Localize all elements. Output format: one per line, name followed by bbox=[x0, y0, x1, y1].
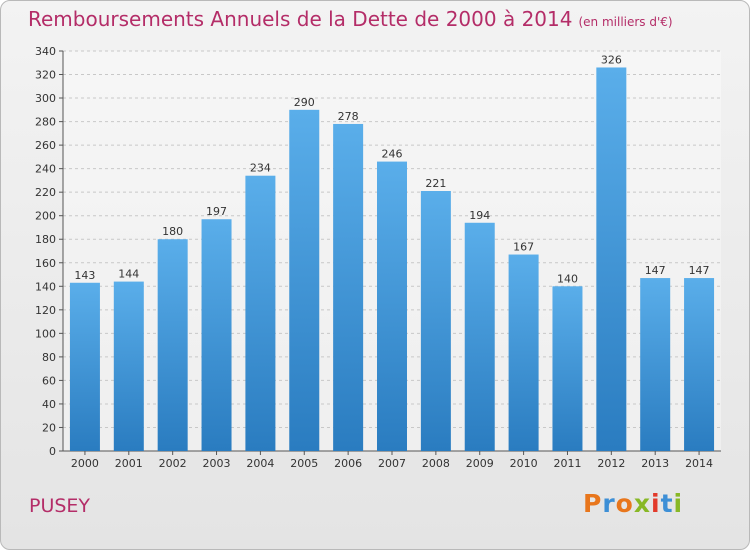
bar-value-label: 147 bbox=[645, 264, 666, 277]
x-tick-label: 2007 bbox=[378, 457, 406, 470]
bar-value-label: 290 bbox=[294, 96, 315, 109]
x-tick-label: 2003 bbox=[203, 457, 231, 470]
bar-value-label: 234 bbox=[250, 162, 271, 175]
logo-letter: r bbox=[602, 489, 616, 518]
bar-value-label: 326 bbox=[601, 53, 622, 66]
x-tick-label: 2010 bbox=[510, 457, 538, 470]
logo-letter: o bbox=[615, 489, 634, 518]
bar bbox=[552, 286, 583, 451]
logo-letter: P bbox=[583, 489, 603, 518]
bar bbox=[113, 281, 144, 451]
y-tick-label: 40 bbox=[42, 398, 56, 411]
bar bbox=[157, 239, 188, 451]
y-tick-label: 180 bbox=[35, 233, 56, 246]
y-tick-label: 220 bbox=[35, 186, 56, 199]
y-tick-label: 280 bbox=[35, 116, 56, 129]
x-tick-label: 2012 bbox=[597, 457, 625, 470]
chart-title: Remboursements Annuels de la Dette de 20… bbox=[28, 7, 673, 31]
y-tick-label: 120 bbox=[35, 304, 56, 317]
bar bbox=[464, 222, 495, 451]
bar-value-label: 147 bbox=[689, 264, 710, 277]
bar bbox=[377, 161, 407, 451]
bar-value-label: 144 bbox=[118, 268, 139, 281]
x-tick-label: 2001 bbox=[115, 457, 143, 470]
y-tick-label: 160 bbox=[35, 257, 56, 270]
x-tick-label: 2008 bbox=[422, 457, 450, 470]
bar bbox=[289, 109, 320, 451]
bar bbox=[245, 175, 276, 452]
logo-letter: i bbox=[651, 489, 661, 518]
bar-value-label: 221 bbox=[425, 177, 446, 190]
y-tick-label: 300 bbox=[35, 92, 56, 105]
bar-value-label: 194 bbox=[469, 209, 490, 222]
bar bbox=[69, 282, 100, 451]
bar-value-label: 278 bbox=[338, 110, 359, 123]
city-name: PUSEY bbox=[29, 495, 91, 517]
bar bbox=[684, 278, 715, 451]
bar bbox=[596, 67, 627, 452]
chart-title-text: Remboursements Annuels de la Dette de 20… bbox=[28, 7, 573, 31]
bar bbox=[508, 254, 539, 451]
logo-letter: x bbox=[633, 489, 651, 518]
y-tick-label: 320 bbox=[35, 69, 56, 82]
x-tick-label: 2004 bbox=[246, 457, 274, 470]
y-tick-label: 340 bbox=[35, 45, 56, 58]
y-tick-label: 140 bbox=[35, 280, 56, 293]
bar bbox=[640, 278, 671, 451]
bar bbox=[420, 191, 451, 451]
bar bbox=[333, 123, 364, 452]
y-tick-label: 200 bbox=[35, 210, 56, 223]
y-tick-label: 0 bbox=[49, 445, 56, 458]
x-tick-label: 2005 bbox=[290, 457, 318, 470]
x-tick-label: 2013 bbox=[641, 457, 669, 470]
x-tick-label: 2014 bbox=[685, 457, 713, 470]
y-tick-label: 260 bbox=[35, 139, 56, 152]
y-tick-label: 100 bbox=[35, 327, 56, 340]
bar-value-label: 140 bbox=[557, 272, 578, 285]
x-tick-label: 2000 bbox=[71, 457, 99, 470]
proxiti-logo: Proxiti bbox=[583, 489, 683, 518]
bar-value-label: 143 bbox=[74, 269, 95, 282]
x-tick-label: 2006 bbox=[334, 457, 362, 470]
x-tick-label: 2009 bbox=[466, 457, 494, 470]
bar-value-label: 167 bbox=[513, 241, 534, 254]
bar-value-label: 246 bbox=[382, 148, 403, 161]
y-tick-label: 240 bbox=[35, 163, 56, 176]
bar bbox=[201, 219, 232, 451]
logo-letter: t bbox=[660, 489, 674, 518]
bar-value-label: 180 bbox=[162, 225, 183, 238]
chart-subtitle: (en milliers d'€) bbox=[578, 15, 673, 29]
logo-letter: i bbox=[673, 489, 684, 518]
x-tick-label: 2002 bbox=[159, 457, 187, 470]
y-tick-label: 80 bbox=[42, 351, 56, 364]
x-tick-label: 2011 bbox=[553, 457, 581, 470]
bar-value-label: 197 bbox=[206, 205, 227, 218]
y-tick-label: 60 bbox=[42, 374, 56, 387]
y-tick-label: 20 bbox=[42, 421, 56, 434]
